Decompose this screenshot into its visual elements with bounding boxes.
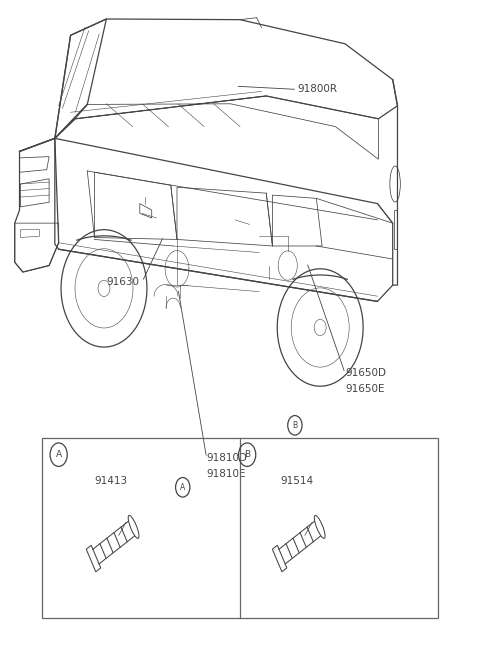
Text: A: A (180, 483, 185, 492)
Text: 91650E: 91650E (345, 384, 384, 394)
Text: 91810E: 91810E (206, 469, 246, 479)
Text: A: A (56, 450, 62, 459)
Text: 91514: 91514 (281, 476, 314, 486)
Text: 91810D: 91810D (206, 453, 248, 463)
Text: B: B (244, 450, 250, 459)
Text: B: B (292, 421, 298, 430)
Text: 91413: 91413 (95, 476, 128, 486)
Text: 91650D: 91650D (345, 368, 386, 378)
Text: 91800R: 91800R (297, 84, 337, 94)
Text: 91630: 91630 (107, 277, 139, 287)
